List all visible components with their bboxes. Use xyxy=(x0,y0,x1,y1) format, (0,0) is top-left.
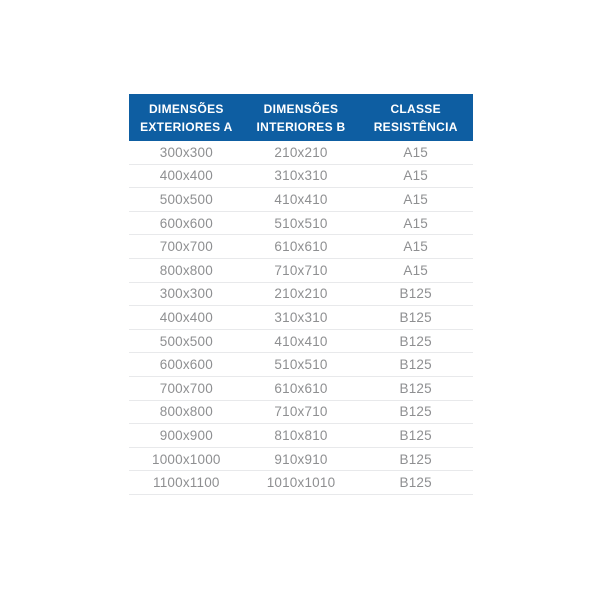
table-row: 300x300 210x210 B125 xyxy=(129,282,473,307)
cell-exterior: 300x300 xyxy=(159,286,213,302)
table-row: 1100x1100 1010x1010 B125 xyxy=(129,471,473,495)
cell-interior: 410x410 xyxy=(274,333,328,349)
cell-classe: B125 xyxy=(399,475,432,491)
cell-exterior: 700x700 xyxy=(159,239,213,255)
cell-interior: 610x610 xyxy=(274,380,328,396)
cell-classe: A15 xyxy=(403,144,428,160)
cell-interior: 610x610 xyxy=(274,239,328,255)
cell-exterior: 400x400 xyxy=(159,309,213,325)
header-line: DIMENSÕES xyxy=(263,102,339,116)
cell-interior: 810x810 xyxy=(274,427,328,443)
cell-classe: A15 xyxy=(403,191,428,207)
cell-exterior: 300x300 xyxy=(159,144,213,160)
cell-classe: B125 xyxy=(399,451,432,467)
header-line: CLASSE xyxy=(390,102,441,116)
cell-interior: 510x510 xyxy=(274,215,328,231)
cell-classe: B125 xyxy=(399,357,432,373)
cell-interior: 710x710 xyxy=(274,404,328,420)
table-row: 400x400 310x310 B125 xyxy=(129,306,473,330)
table-row: 500x500 410x410 A15 xyxy=(129,188,473,212)
cell-classe: B125 xyxy=(399,309,432,325)
cell-exterior: 1000x1000 xyxy=(152,451,221,467)
header-line: RESISTÊNCIA xyxy=(373,120,458,134)
cell-interior: 1010x1010 xyxy=(266,475,336,491)
cell-interior: 210x210 xyxy=(274,286,328,302)
cell-exterior: 700x700 xyxy=(159,380,213,396)
table-row: 500x500 410x410 B125 xyxy=(129,329,473,354)
cell-classe: B125 xyxy=(399,286,432,302)
cell-exterior: 500x500 xyxy=(159,333,213,349)
cell-interior: 910x910 xyxy=(274,451,328,467)
table-row: 700x700 610x610 A15 xyxy=(129,235,473,259)
cell-interior: 410x410 xyxy=(274,191,328,207)
cell-exterior: 900x900 xyxy=(159,427,213,443)
table-body: 300x300 210x210 A15 400x400 310x310 A15 500x50… xyxy=(129,141,473,495)
header-line: INTERIORES B xyxy=(256,120,346,134)
cell-interior: 510x510 xyxy=(274,357,328,373)
cell-classe: A15 xyxy=(403,262,428,278)
cell-classe: A15 xyxy=(403,215,428,231)
header-cell-resistance-class: CLASSE RESISTÊNCIA xyxy=(358,94,473,141)
table-row: 800x800 710x710 B125 xyxy=(129,400,473,425)
cell-exterior: 400x400 xyxy=(159,168,213,184)
cell-interior: 310x310 xyxy=(274,309,328,325)
cell-exterior: 600x600 xyxy=(159,357,213,373)
header-line: EXTERIORES A xyxy=(140,120,233,134)
header-cell-exterior-dimensions: DIMENSÕES EXTERIORES A xyxy=(129,94,244,141)
cell-classe: A15 xyxy=(403,239,428,255)
cell-exterior: 600x600 xyxy=(159,215,213,231)
table-row: 900x900 810x810 B125 xyxy=(129,424,473,448)
table-row: 400x400 310x310 A15 xyxy=(129,164,473,189)
dimensions-table: DIMENSÕES EXTERIORES A DIMENSÕES INTERIO… xyxy=(129,94,473,495)
cell-interior: 210x210 xyxy=(274,144,328,160)
cell-classe: B125 xyxy=(399,427,432,443)
cell-classe: B125 xyxy=(399,404,432,420)
table-row: 700x700 610x610 B125 xyxy=(129,376,473,401)
cell-exterior: 800x800 xyxy=(159,262,213,278)
cell-classe: A15 xyxy=(403,168,428,184)
table-row: 300x300 210x210 A15 xyxy=(129,141,473,165)
header-cell-interior-dimensions: DIMENSÕES INTERIORES B xyxy=(244,94,359,141)
cell-interior: 310x310 xyxy=(274,168,328,184)
cell-exterior: 1100x1100 xyxy=(153,475,220,491)
header-line: DIMENSÕES xyxy=(148,102,224,116)
table-row: 800x800 710x710 A15 xyxy=(129,258,473,283)
table-row: 600x600 510x510 B125 xyxy=(129,353,473,377)
cell-classe: B125 xyxy=(399,380,432,396)
table-row: 1000x1000 910x910 B125 xyxy=(129,447,473,472)
cell-interior: 710x710 xyxy=(274,262,328,278)
table-row: 600x600 510x510 A15 xyxy=(129,211,473,236)
cell-classe: B125 xyxy=(399,333,432,349)
cell-exterior: 800x800 xyxy=(159,404,213,420)
table-header: DIMENSÕES EXTERIORES A DIMENSÕES INTERIO… xyxy=(129,94,473,141)
cell-exterior: 500x500 xyxy=(159,191,213,207)
